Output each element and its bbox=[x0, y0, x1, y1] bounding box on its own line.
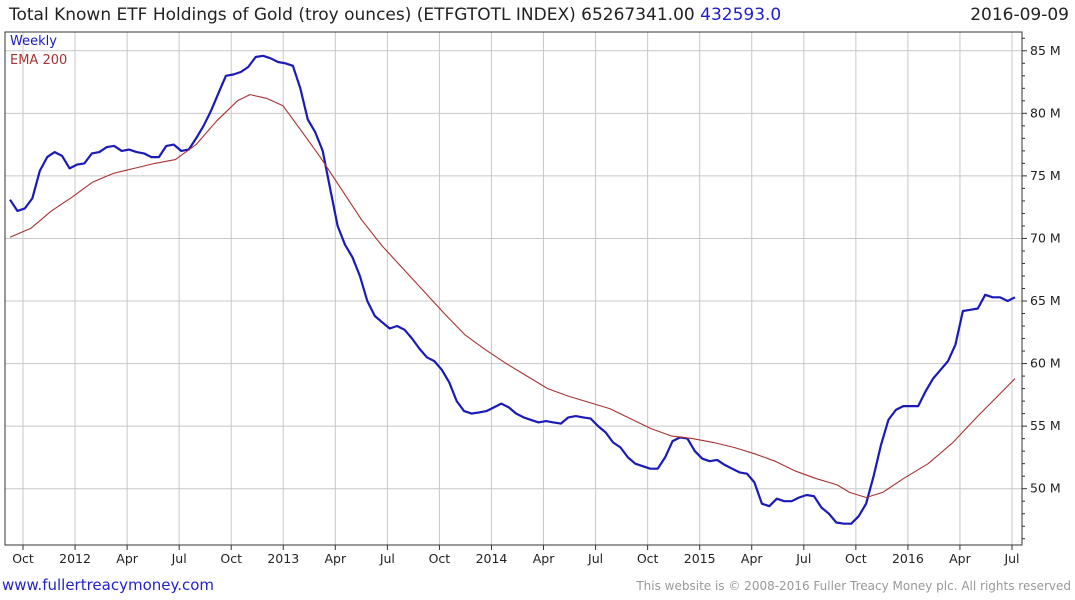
legend-ema200: EMA 200 bbox=[10, 53, 67, 68]
series-layer bbox=[9, 54, 1016, 525]
x-tick-label: Apr bbox=[533, 551, 555, 566]
x-tick-label: 2014 bbox=[476, 551, 508, 566]
axes: 50 M 55 M 60 M 65 M 70 M 75 M 80 M 85 M Oct 2012 A… bbox=[4, 31, 1061, 566]
x-tick-label: Apr bbox=[116, 551, 138, 566]
x-tick-label: 2013 bbox=[267, 551, 299, 566]
y-tick-label: 65 M bbox=[1030, 293, 1061, 308]
x-tick-label: Jul bbox=[587, 551, 603, 566]
weekly-series-line bbox=[9, 54, 1016, 525]
x-tick-label: Oct bbox=[12, 551, 34, 566]
plot-frame bbox=[4, 31, 1023, 546]
y-tick-label: 55 M bbox=[1030, 418, 1061, 433]
x-tick-label: Jul bbox=[1003, 551, 1019, 566]
x-tick-label: Apr bbox=[325, 551, 347, 566]
grid bbox=[5, 32, 1022, 545]
x-tick-label: Apr bbox=[949, 551, 971, 566]
title-text: Total Known ETF Holdings of Gold (troy o… bbox=[9, 5, 695, 25]
y-tick-label: 60 M bbox=[1030, 356, 1061, 371]
x-tick-label: Oct bbox=[220, 551, 242, 566]
y-tick-label: 70 M bbox=[1030, 230, 1061, 245]
x-tick-label: Oct bbox=[637, 551, 659, 566]
legend-weekly: Weekly bbox=[10, 34, 57, 49]
x-tick-label: Oct bbox=[429, 551, 451, 566]
footer-link[interactable]: www.fullertreacymoney.com bbox=[2, 576, 215, 594]
chart-header: Total Known ETF Holdings of Gold (troy o… bbox=[0, 0, 1075, 32]
x-tick-label: Jul bbox=[171, 551, 187, 566]
y-tick-label: 50 M bbox=[1030, 481, 1061, 496]
x-tick-label: Apr bbox=[741, 551, 763, 566]
y-tick-label: 85 M bbox=[1030, 43, 1061, 58]
x-tick-label: 2015 bbox=[684, 551, 716, 566]
y-tick-label: 80 M bbox=[1030, 105, 1061, 120]
ema200-series-line bbox=[9, 94, 1016, 499]
x-tick-label: Oct bbox=[845, 551, 867, 566]
legend: Weekly EMA 200 bbox=[10, 34, 67, 68]
x-tick-label: 2012 bbox=[59, 551, 91, 566]
footer-copyright: This website is © 2008-2016 Fuller Treac… bbox=[636, 579, 1071, 593]
y-tick-label: 75 M bbox=[1030, 168, 1061, 183]
change-value: 432593.0 bbox=[700, 5, 782, 25]
chart-title: Total Known ETF Holdings of Gold (troy o… bbox=[9, 5, 781, 25]
chart-date: 2016-09-09 bbox=[970, 5, 1069, 25]
x-tick-label: Jul bbox=[379, 551, 395, 566]
x-tick-label: Jul bbox=[795, 551, 811, 566]
x-tick-label: 2016 bbox=[892, 551, 924, 566]
